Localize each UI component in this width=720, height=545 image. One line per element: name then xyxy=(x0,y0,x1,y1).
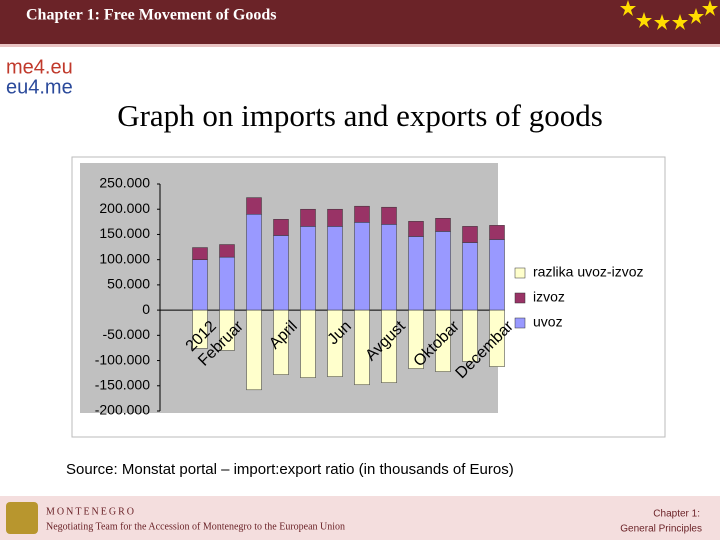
plot-area xyxy=(80,163,498,413)
legend-label: uvoz xyxy=(533,314,563,330)
bar-segment xyxy=(192,309,208,349)
y-tick-label: -100.000 xyxy=(95,351,150,367)
bar-segment xyxy=(192,247,208,260)
chart: -200.000 -150.000 -100.000 -50.000 0 50.000 10… xyxy=(95,175,644,418)
bar-segment xyxy=(192,259,208,311)
header-bar xyxy=(0,0,720,44)
bar-segment xyxy=(462,309,478,362)
y-tick-label: -50.000 xyxy=(103,326,151,342)
bar-segment xyxy=(354,309,370,386)
bar-segment xyxy=(435,231,451,311)
y-tick-label: -200.000 xyxy=(95,402,150,418)
legend-box xyxy=(508,260,658,336)
bar-segment xyxy=(381,206,397,225)
logo-line1: me4.eu xyxy=(6,56,73,78)
y-tick-label: 250.000 xyxy=(99,175,150,191)
footer-country: MONTENEGRO xyxy=(46,506,136,517)
bar-segment xyxy=(408,236,424,311)
y-tick-label: 100.000 xyxy=(99,250,150,266)
slide-title: Graph on imports and exports of goods xyxy=(117,98,603,133)
bar-segment xyxy=(381,309,397,384)
y-tick-label: 150.000 xyxy=(99,225,150,241)
legend-label: izvoz xyxy=(533,289,565,305)
legend-label: razlika uvoz-izvoz xyxy=(533,264,643,280)
bar-segment xyxy=(327,309,343,377)
bar-segment xyxy=(354,222,370,311)
footer-team: Negotiating Team for the Accession of Mo… xyxy=(46,521,345,532)
bar-segment xyxy=(300,208,316,227)
bar-segment xyxy=(219,256,235,311)
footer-chapter-name: General Principles xyxy=(620,524,702,535)
logo-line2: eu4.me xyxy=(6,76,73,98)
bar-segment xyxy=(300,226,316,311)
y-tick-label: 50.000 xyxy=(107,276,150,292)
bar-segment xyxy=(246,214,262,311)
bar-segment xyxy=(435,309,451,372)
bar-segment xyxy=(408,309,424,369)
bar-segment xyxy=(381,224,397,311)
bar-segment xyxy=(246,197,262,215)
y-tick-label: -150.000 xyxy=(95,376,150,392)
bar-segment xyxy=(273,309,289,375)
bar-segment xyxy=(435,218,451,232)
eu-stars xyxy=(620,0,718,30)
coat-of-arms xyxy=(6,502,38,534)
bar-segment xyxy=(462,242,478,311)
y-tick-label: 0 xyxy=(142,301,150,317)
footer-bar xyxy=(0,496,720,540)
bar-segment xyxy=(489,239,505,311)
y-tick-label: 200.000 xyxy=(99,200,150,216)
footer-chapter: Chapter 1: xyxy=(653,509,700,520)
bar-segment xyxy=(489,225,505,240)
bar-segment xyxy=(327,208,343,227)
legend-swatch xyxy=(514,317,526,329)
bar-segment xyxy=(219,309,235,351)
bar-segment xyxy=(462,226,478,243)
bar-segment xyxy=(354,205,370,223)
header-rule xyxy=(0,44,720,47)
legend-swatch xyxy=(514,292,526,304)
bar-segment xyxy=(300,309,316,378)
source-note: Source: Monstat portal – import:export r… xyxy=(66,461,514,478)
bar-segment xyxy=(273,235,289,311)
bar-segment xyxy=(327,226,343,311)
bar-segment xyxy=(219,244,235,258)
legend-swatch xyxy=(514,267,526,279)
bar-segment xyxy=(246,309,262,391)
bar-segment xyxy=(489,309,505,367)
header-title: Chapter 1: Free Movement of Goods xyxy=(26,7,276,24)
bar-segment xyxy=(408,221,424,237)
bar-segment xyxy=(273,219,289,236)
